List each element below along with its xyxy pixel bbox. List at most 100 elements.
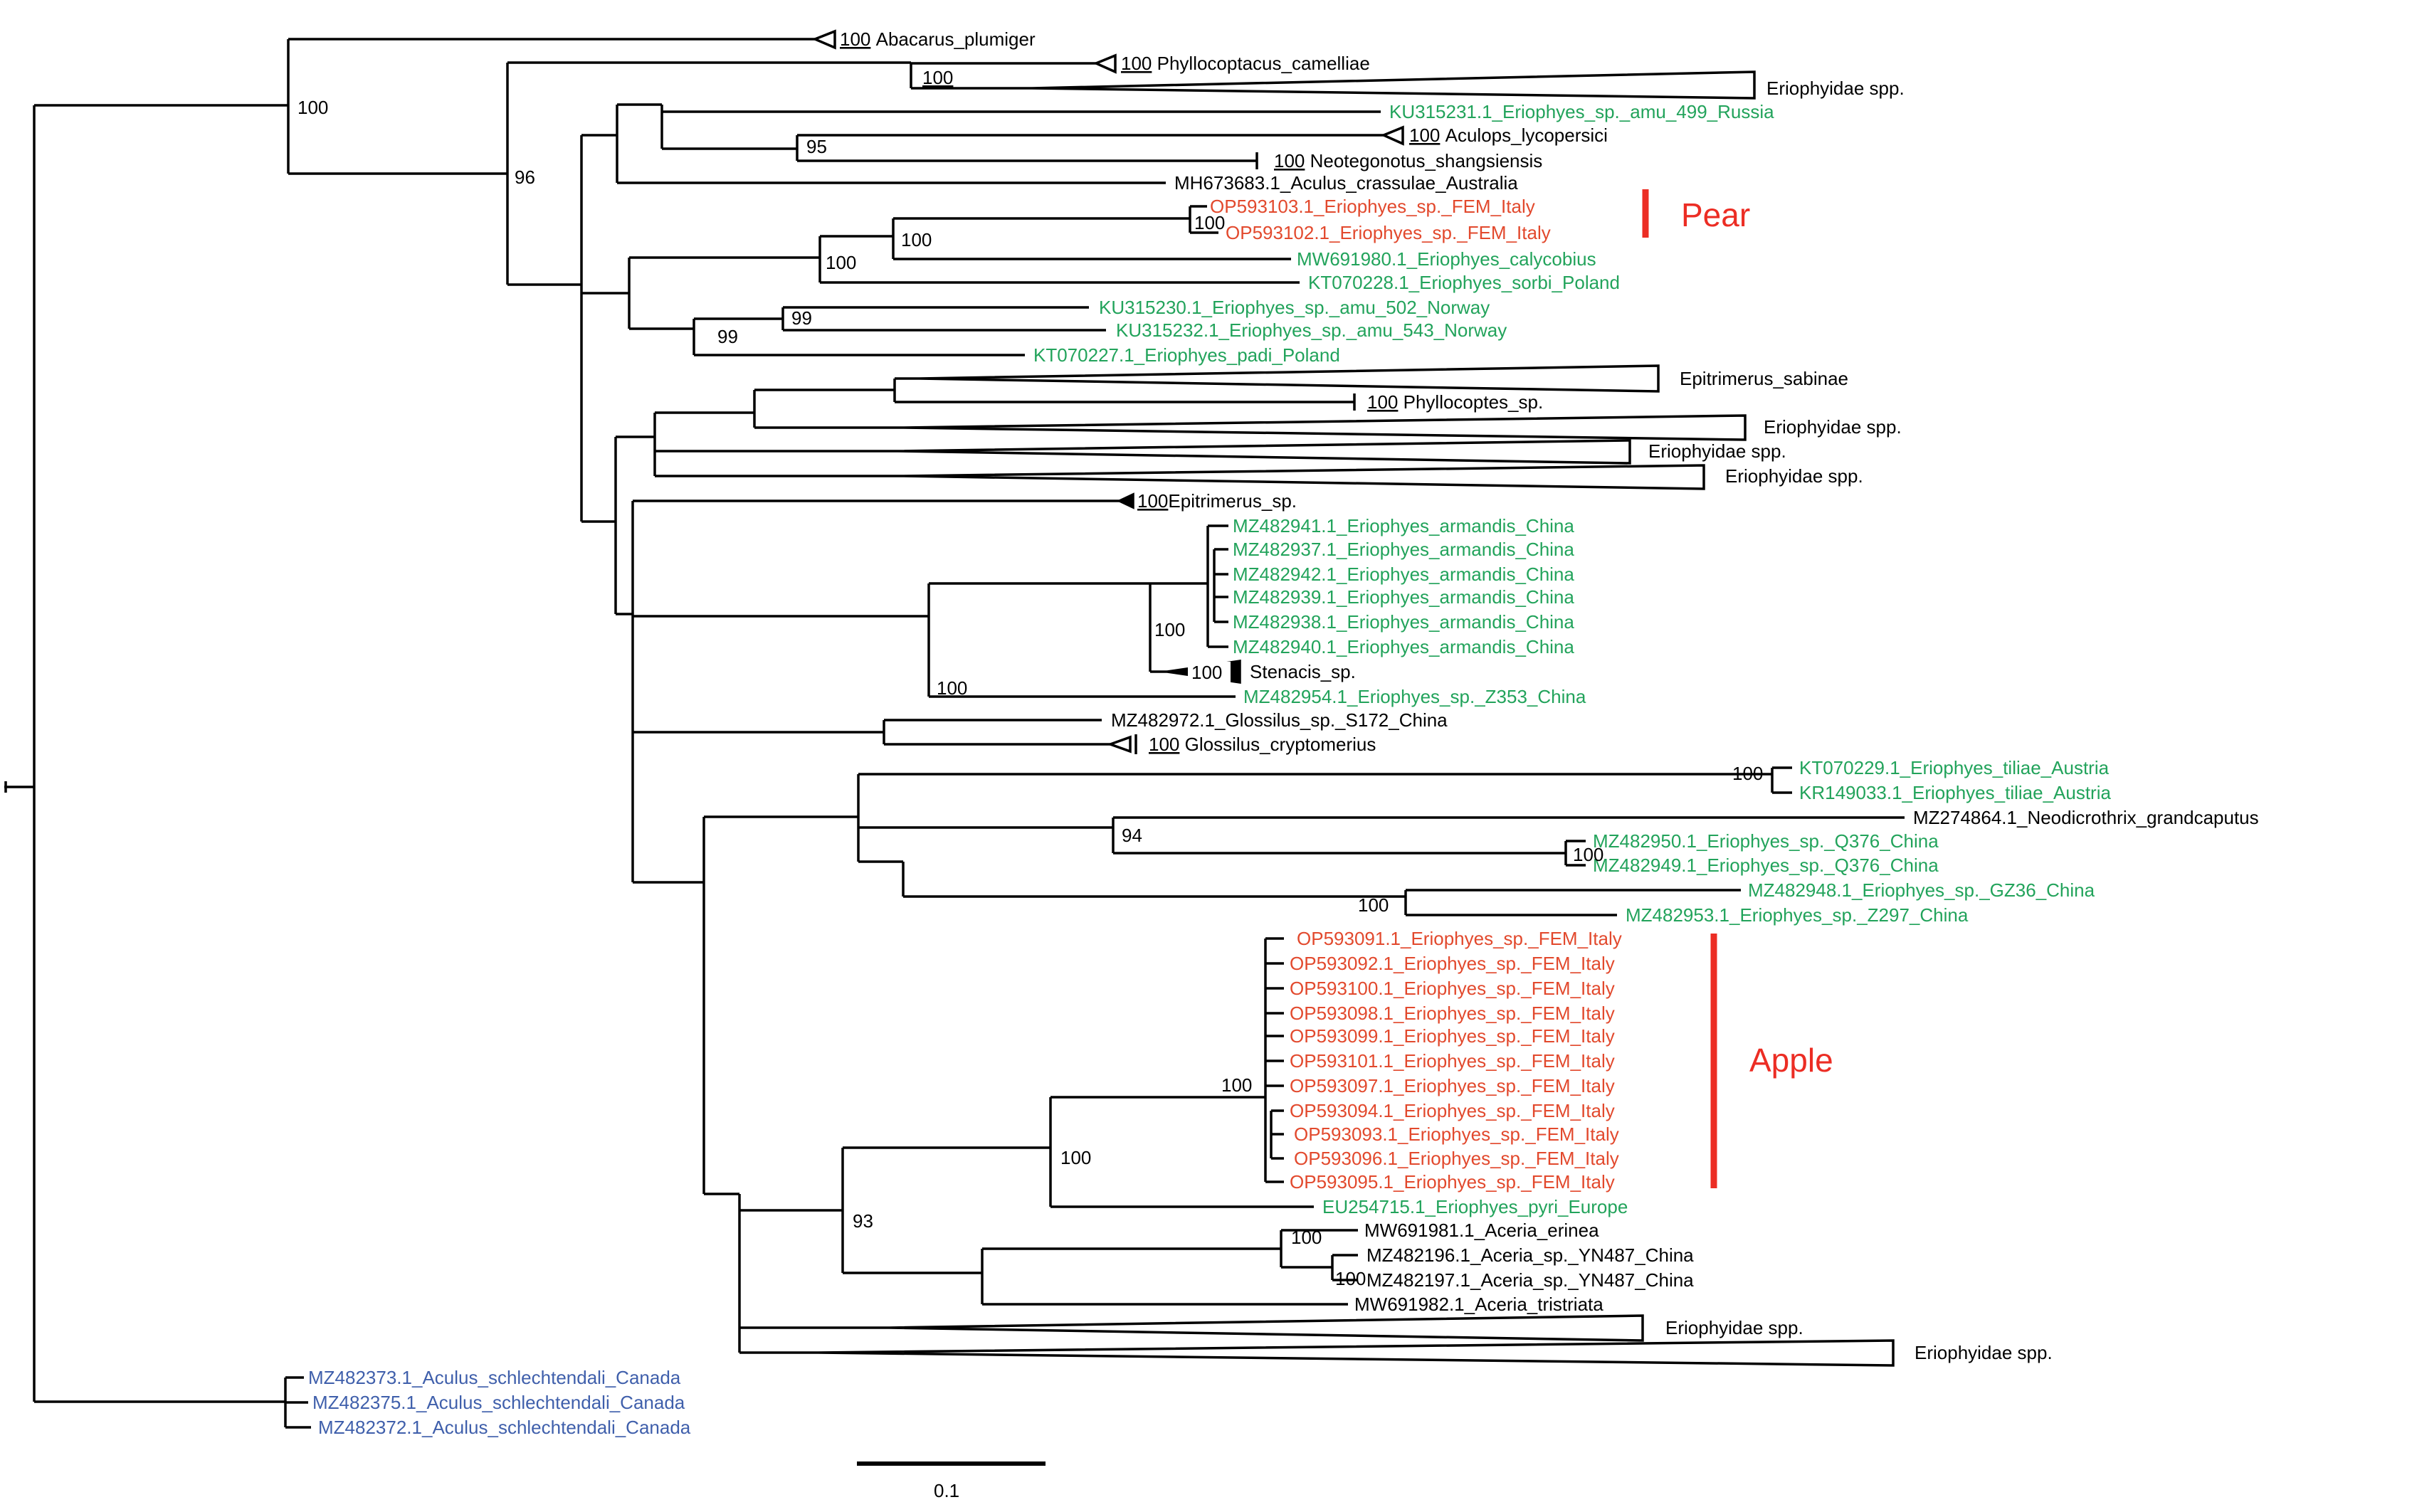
tip-label: MW691982.1_Aceria_tristriata [1354,1294,1603,1315]
eriophyidae-wedge-6-triangle [818,1339,1895,1367]
tip-label: MZ482937.1_Eriophyes_armandis_China [1233,539,1574,560]
tip-label: KU315232.1_Eriophyes_sp._amu_543_Norway [1116,319,1507,341]
bootstrap-value: 100 [1221,1074,1252,1096]
tip-label: MZ482949.1_Eriophyes_sp._Q376_China [1593,855,1939,876]
tip-label: OP593103.1_Eriophyes_sp._FEM_Italy [1210,196,1535,217]
tip-label: MZ482373.1_Aculus_schlechtendali_Canada [308,1367,681,1388]
tip-label: Epitrimerus_sabinae [1680,368,1848,389]
tip-label: KT070228.1_Eriophyes_sorbi_Poland [1308,272,1620,293]
tip-label: MZ482950.1_Eriophyes_sp._Q376_China [1593,830,1939,852]
collapsed-clade-triangles [811,29,1895,1367]
eriophyidae-wedge-top-triangle [1031,70,1756,100]
tip-label: OP593096.1_Eriophyes_sp._FEM_Italy [1294,1148,1619,1169]
tip-label: MZ274864.1_Neodicrothrix_grandcaputus [1913,807,2259,828]
tip-label: MZ482942.1_Eriophyes_armandis_China [1233,564,1574,585]
tip-label: MZ482953.1_Eriophyes_sp._Z297_China [1626,904,1969,926]
tree-branches [4,38,1905,1429]
phyllocoptacus-clade-triangle [1092,53,1117,74]
eriophyidae-wedge-2-triangle [903,414,1747,441]
tip-label: OP593100.1_Eriophyes_sp._FEM_Italy [1290,978,1615,999]
epitrimerus-sp-clade-triangle [1116,492,1134,509]
tip-label: 100 Abacarus_plumiger [840,28,1036,50]
glossilus-cryptomerius-clade-triangle [1106,735,1132,754]
tip-label: Eriophyidae spp. [1915,1342,2053,1363]
bootstrap-value: 100 [901,229,932,250]
bootstrap-value: 100 [1732,763,1763,784]
bootstrap-value: 100 [1335,1268,1366,1289]
tip-label: OP593101.1_Eriophyes_sp._FEM_Italy [1290,1050,1615,1072]
bootstrap-value: 94 [1122,825,1142,846]
tip-label: OP593093.1_Eriophyes_sp._FEM_Italy [1294,1124,1619,1145]
bootstrap-value: 99 [717,326,738,347]
bootstrap-label-background [1188,662,1231,683]
bootstrap-value: 100 [922,67,953,88]
eriophyidae-wedge-3-triangle [897,439,1631,465]
bootstrap-value: 100 [826,252,856,273]
tip-label: 100 Phyllocoptes_sp. [1367,391,1543,413]
tip-label: 100 Glossilus_cryptomerius [1149,734,1376,755]
abacarus-clade-triangle [811,29,836,50]
apple-clade-label: Apple [1749,1042,1833,1079]
tip-label: Eriophyidae spp. [1766,78,1905,99]
tip-label: KR149033.1_Eriophyes_tiliae_Austria [1799,782,2111,803]
tip-label: OP593091.1_Eriophyes_sp._FEM_Italy [1297,928,1622,949]
tip-label: KT070227.1_Eriophyes_padi_Poland [1033,344,1340,366]
tip-label: 100 Neotegonotus_shangsiensis [1274,150,1542,171]
tip-label: MW691980.1_Eriophyes_calycobius [1297,248,1596,270]
tip-label: OP593102.1_Eriophyes_sp._FEM_Italy [1226,222,1551,243]
bootstrap-value: 100 [1358,894,1389,916]
bootstrap-value: 100 [1194,212,1225,233]
bootstrap-value: 100 [1191,662,1222,683]
tip-label: Eriophyidae spp. [1764,416,1902,438]
tip-label: MZ482972.1_Glossilus_sp._S172_China [1111,709,1448,731]
pear-clade-label: Pear [1681,196,1750,233]
tip-label: KT070229.1_Eriophyes_tiliae_Austria [1799,757,2110,778]
tip-label: MZ482372.1_Aculus_schlechtendali_Canada [318,1417,691,1438]
tip-label: MZ482196.1_Aceria_sp._YN487_China [1366,1244,1694,1266]
tip-label: OP593099.1_Eriophyes_sp._FEM_Italy [1290,1025,1615,1047]
tip-label: OP593097.1_Eriophyes_sp._FEM_Italy [1290,1075,1615,1096]
tip-label: MH673683.1_Aculus_crassulae_Australia [1174,172,1518,194]
tip-label: MZ482197.1_Aceria_sp._YN487_China [1366,1269,1694,1291]
bootstrap-value: 100 [937,677,967,699]
bootstrap-value: 100 [297,97,328,118]
tip-label: Eriophyidae spp. [1665,1317,1803,1338]
tip-label: MZ482375.1_Aculus_schlechtendali_Canada [312,1392,685,1413]
tip-label: OP593094.1_Eriophyes_sp._FEM_Italy [1290,1100,1615,1121]
tip-label: Eriophyidae spp. [1725,465,1863,487]
bootstrap-value: 95 [806,136,827,157]
bootstrap-value: 99 [791,307,812,329]
bootstrap-values: 100 96 100 95 100 100 100 99 99 100 100 100 100 94 100… [297,67,1763,1289]
tip-label: MZ482948.1_Eriophyes_sp._GZ36_China [1748,879,2095,901]
aculops-clade-triangle [1380,125,1404,146]
tip-label: OP593098.1_Eriophyes_sp._FEM_Italy [1290,1003,1615,1024]
tip-label: MZ482939.1_Eriophyes_armandis_China [1233,586,1574,608]
scale-bar: 0.1 [857,1461,1046,1501]
bootstrap-value: 93 [853,1210,873,1232]
clade-annotation-bars: Pear Apple [1642,189,1833,1188]
tip-label: OP593095.1_Eriophyes_sp._FEM_Italy [1290,1171,1615,1193]
tip-labels: 100 Abacarus_plumiger 100 Phyllocoptacus_… [308,28,2259,1438]
eriophyidae-wedge-5-triangle [889,1314,1644,1342]
tip-label: MZ482941.1_Eriophyes_armandis_China [1233,515,1574,536]
tip-label: OP593092.1_Eriophyes_sp._FEM_Italy [1290,953,1615,974]
tip-label: 100Epitrimerus_sp. [1137,490,1297,512]
tip-label: EU254715.1_Eriophyes_pyri_Europe [1322,1196,1628,1217]
epitrimerus-sabinae-wedge-triangle [919,364,1660,393]
tip-label: Stenacis_sp. [1250,661,1356,682]
tip-label: MZ482954.1_Eriophyes_sp._Z353_China [1243,686,1586,707]
bootstrap-value: 100 [1060,1147,1091,1168]
bootstrap-value: 100 [1291,1227,1322,1248]
bootstrap-value: 100 [1154,619,1185,640]
tip-label: Eriophyidae spp. [1648,440,1786,462]
tip-label: 100 Phyllocoptacus_camelliae [1121,53,1370,74]
bootstrap-value: 96 [515,166,535,188]
scale-bar-label: 0.1 [934,1480,959,1501]
tip-label: KU315230.1_Eriophyes_sp._amu_502_Norway [1099,297,1490,318]
eriophyidae-wedge-4-triangle [902,464,1705,490]
tip-label: MZ482938.1_Eriophyes_armandis_China [1233,611,1574,633]
tip-label: KU315231.1_Eriophyes_sp._amu_499_Russia [1389,101,1774,122]
tip-label: 100 Aculops_lycopersici [1409,125,1608,146]
bootstrap-value: 100 [1573,844,1603,865]
